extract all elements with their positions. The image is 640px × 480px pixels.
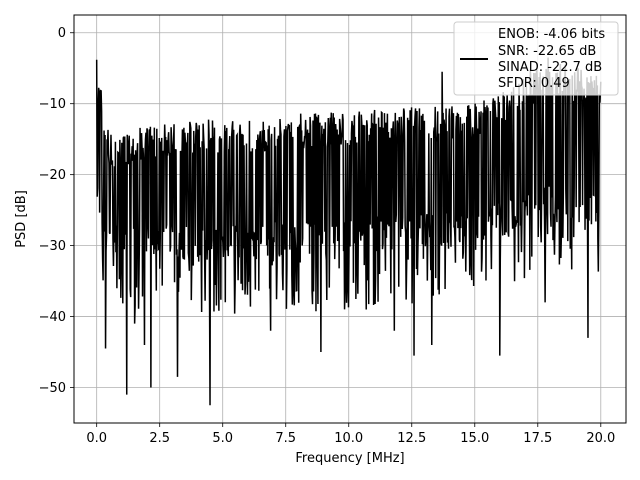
x-axis: 0.0 2.5 5.0 7.5 10.0 12.5 15.0 17.5 20.0 [86,423,615,446]
x-tick-label: 7.5 [275,431,296,446]
legend-entry-sfdr: SFDR: 0.49 [498,76,570,91]
x-axis-label: Frequency [MHz] [295,451,404,466]
y-tick-label: −20 [39,168,66,183]
series-layer [95,57,602,406]
x-tick-label: 2.5 [149,431,170,446]
x-tick-label: 12.5 [397,431,426,446]
psd-series-line [95,57,602,406]
plot-area [95,57,602,406]
x-tick-label: 17.5 [523,431,552,446]
x-tick-label: 5.0 [212,431,233,446]
legend-entry-snr: SNR: -22.65 dB [498,44,596,59]
x-tick-label: 20.0 [586,431,615,446]
legend-box [453,21,619,96]
y-tick-label: 0 [58,26,66,41]
x-tick-label: 0.0 [86,431,107,446]
y-axis: 0 −10 −20 −30 −40 −50 [39,26,74,396]
x-tick-label: 10.0 [334,431,363,446]
axes-frame [73,14,627,424]
legend: ENOB: -4.06 bits SNR: -22.65 dB SINAD: -… [453,21,619,96]
y-tick-label: −30 [39,239,66,254]
y-tick-label: −40 [39,310,66,325]
y-tick-label: −50 [39,381,66,396]
y-axis-label: PSD [dB] [14,190,29,248]
y-tick-label: −10 [39,97,66,112]
legend-entry-sinad: SINAD: -22.7 dB [498,60,602,75]
x-tick-label: 15.0 [460,431,489,446]
legend-entry-enob: ENOB: -4.06 bits [498,27,605,42]
